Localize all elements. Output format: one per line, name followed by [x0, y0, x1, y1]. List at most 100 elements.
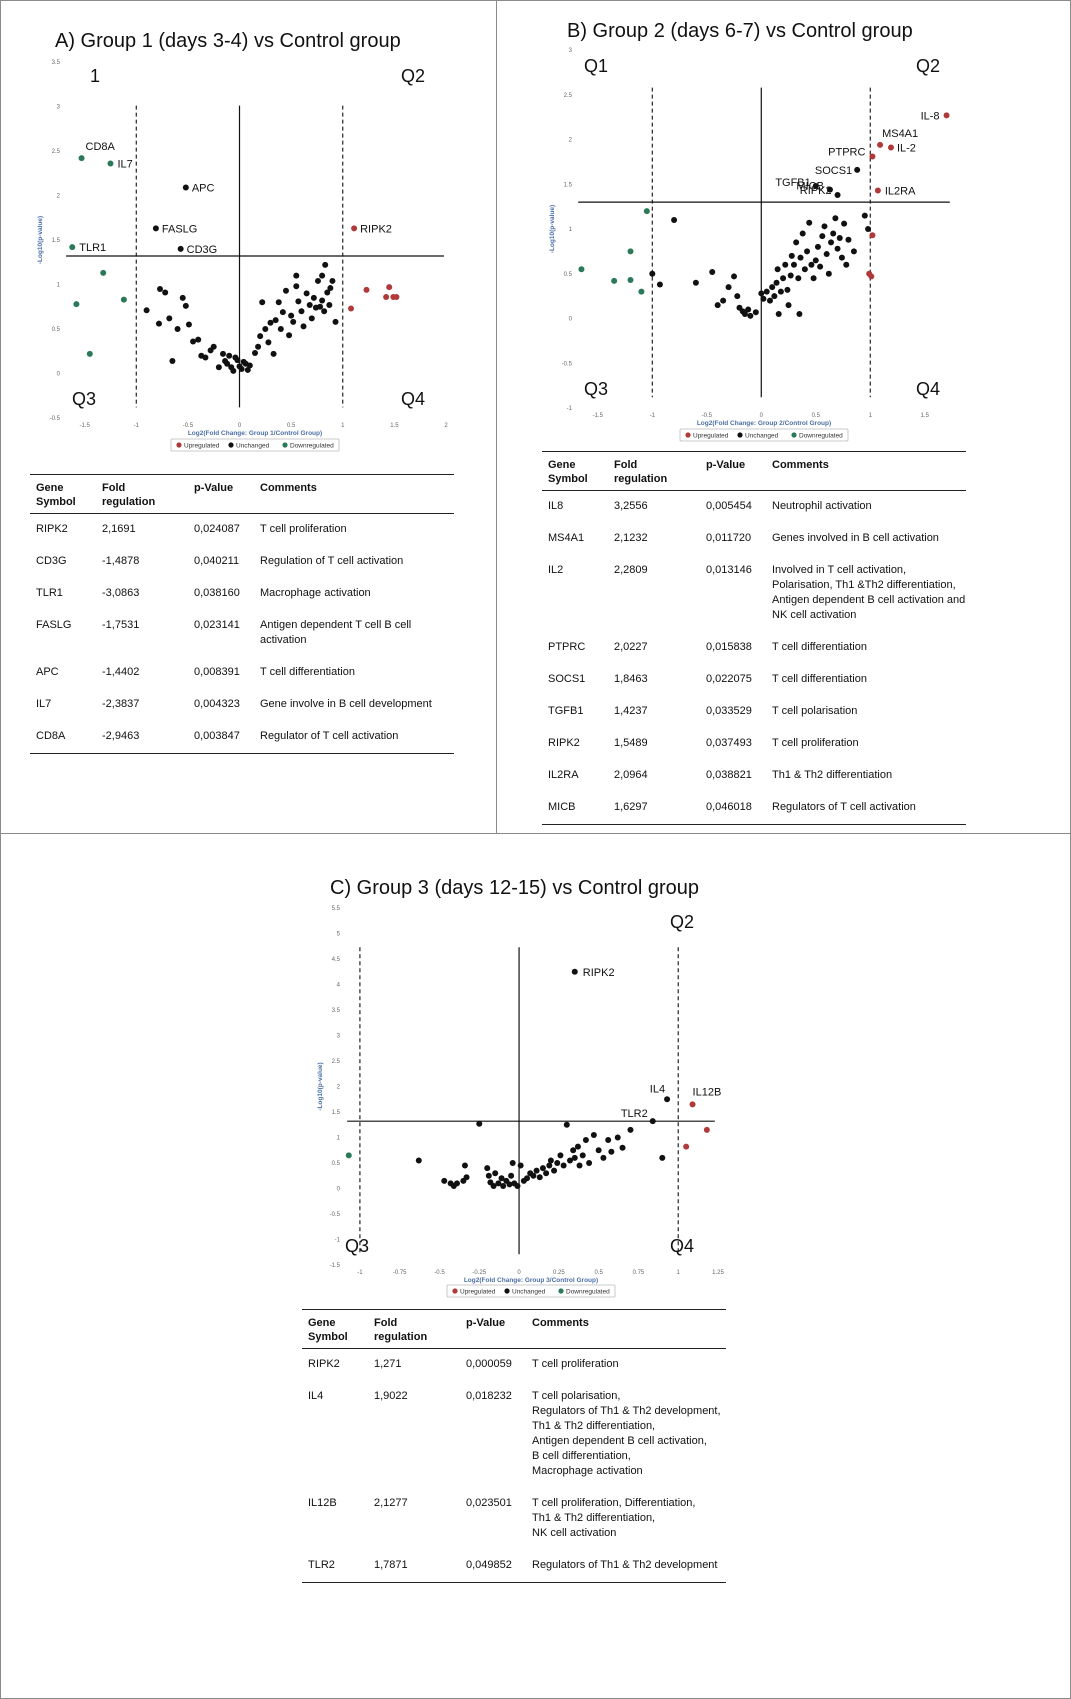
data-point-unchanged [195, 336, 202, 343]
gene-label: RIPK2 [583, 967, 615, 979]
quadrant-label: 1 [90, 66, 100, 86]
gene-symbol-cell: RIPK2 [548, 737, 580, 749]
table-row: FASLG -1,7531 0,023141 Antigen dependent T … [30, 610, 454, 657]
comments-cell: Regulators of Th1 & Th2 development [526, 1550, 726, 1583]
data-point-unchanged [799, 230, 806, 237]
comments-cell: Regulators of T cell activation [766, 792, 966, 825]
x-tick-label: 1.25 [712, 1270, 724, 1276]
gene-label: IL7 [117, 158, 132, 170]
data-point-socs1 [854, 166, 861, 173]
x-axis-label: Log2(Fold Change: Group 2/Control Group) [697, 420, 831, 427]
data-point-unchanged [463, 1174, 470, 1181]
panel-a: A) Group 1 (days 3-4) vs Control group -… [0, 0, 497, 834]
y-tick-label: 1 [337, 1136, 341, 1142]
data-point-unchanged [490, 1182, 497, 1189]
data-point-unchanged [551, 1167, 558, 1174]
data-point-apc [182, 184, 189, 191]
data-point-unchanged [832, 215, 839, 222]
table-row: IL8 3,2556 0,005454 Neutrophil activation [542, 491, 966, 524]
data-point-ms4a1 [877, 141, 884, 148]
gene-label: IL-8 [921, 110, 940, 122]
data-point-down [73, 301, 80, 308]
fold-regulation-cell: 1,271 [374, 1358, 402, 1370]
gene-symbol-cell: APC [36, 666, 59, 678]
data-point-unchanged [224, 360, 231, 367]
data-point-unchanged [745, 306, 752, 313]
quadrant-label: Q4 [670, 1236, 694, 1256]
data-point-unchanged [817, 263, 824, 270]
data-point-unchanged [492, 1170, 499, 1177]
data-point-unchanged [563, 1121, 570, 1128]
x-tick-label: 0.5 [812, 413, 821, 419]
gene-label: TLR1 [79, 242, 106, 254]
fold-regulation-cell: 2,1277 [374, 1497, 408, 1509]
data-point-unchanged [270, 350, 277, 357]
table-row: MS4A1 2,1232 0,011720 Genes involved in B c… [542, 523, 966, 555]
y-axis-label: -Log10(p-value) [549, 205, 556, 253]
data-point-unchanged [182, 302, 189, 309]
data-point-unchanged [303, 290, 310, 297]
data-point-unchanged [714, 302, 721, 309]
data-point-unchanged [582, 1137, 589, 1144]
data-point-il-2 [887, 144, 894, 151]
table-row: IL7 -2,3837 0,004323 Gene involve in B cell… [30, 689, 454, 721]
data-point-unchanged [508, 1172, 515, 1179]
data-point-up [703, 1126, 710, 1133]
fold-regulation-cell: 3,2556 [614, 500, 648, 512]
y-tick-label: 1 [569, 227, 573, 233]
y-tick-label: 1 [57, 283, 61, 289]
comments-cell: T cell proliferation [260, 523, 347, 535]
data-point-down [638, 288, 645, 295]
fold-regulation-cell: 2,1232 [614, 532, 648, 544]
legend-entry: Upregulated [184, 443, 220, 450]
data-point-unchanged [300, 323, 307, 330]
p-value-cell: 0,049852 [460, 1550, 526, 1583]
data-point-unchanged [257, 333, 264, 340]
comments-cell: T cell differentiation [260, 666, 355, 678]
p-value-cell: 0,015838 [706, 641, 752, 653]
quadrant-label: Q3 [72, 389, 96, 409]
data-point-unchanged [605, 1137, 612, 1144]
table-header-cell: Fold regulation [96, 474, 188, 514]
data-point-unchanged [326, 301, 333, 308]
panel-c-title: C) Group 3 (days 12-15) vs Control group [330, 877, 700, 899]
data-point-unchanged [288, 312, 295, 319]
data-point-unchanged [524, 1175, 531, 1182]
y-tick-label: 1.5 [332, 1110, 341, 1116]
data-point-unchanged [514, 1182, 521, 1189]
data-point-unchanged [190, 338, 197, 345]
data-point-unchanged [185, 321, 192, 328]
fold-regulation-cell: -3,0863 [102, 587, 140, 599]
data-point-unchanged [321, 308, 328, 315]
x-axis-label: Log2(Fold Change: Group 1/Control Group) [188, 430, 322, 437]
y-tick-label: 2.5 [52, 149, 61, 155]
y-tick-label: 4 [337, 983, 341, 989]
p-value-cell: 0,018232 [466, 1390, 512, 1402]
data-point-il12b [689, 1101, 696, 1108]
table-header-cell: p-Value [188, 474, 254, 514]
data-point-down [345, 1152, 352, 1159]
p-value-cell: 0,011720 [706, 532, 752, 544]
comments-cell: Antigen dependent T cell B cell activati… [260, 619, 412, 646]
gene-label: APC [192, 182, 215, 194]
data-point-unchanged [709, 268, 716, 275]
x-tick-label: -0.5 [702, 413, 713, 419]
table-header-cell: Gene Symbol [542, 451, 608, 491]
data-point-unchanged [293, 272, 300, 279]
p-value-cell: 0,000059 [466, 1358, 512, 1370]
p-value-cell: 0,040211 [194, 555, 240, 567]
y-axis-label: -Log10(p-value) [317, 1062, 324, 1110]
quadrant-label: Q2 [401, 66, 425, 86]
data-point-unchanged [324, 289, 331, 296]
data-point-unchanged [845, 236, 852, 243]
legend-marker [452, 1288, 458, 1294]
data-point-unchanged [600, 1154, 607, 1161]
y-tick-label: 0 [57, 372, 61, 378]
fold-regulation-cell: -1,4878 [102, 555, 140, 567]
data-point-unchanged [179, 294, 186, 301]
table-row: RIPK2 2,1691 0,024087 T cell proliferation [30, 514, 454, 547]
data-point-ripk2 [834, 191, 841, 198]
x-tick-label: -0.5 [183, 423, 194, 429]
data-point-unchanged [547, 1157, 554, 1164]
y-tick-label: 2.5 [564, 93, 573, 99]
